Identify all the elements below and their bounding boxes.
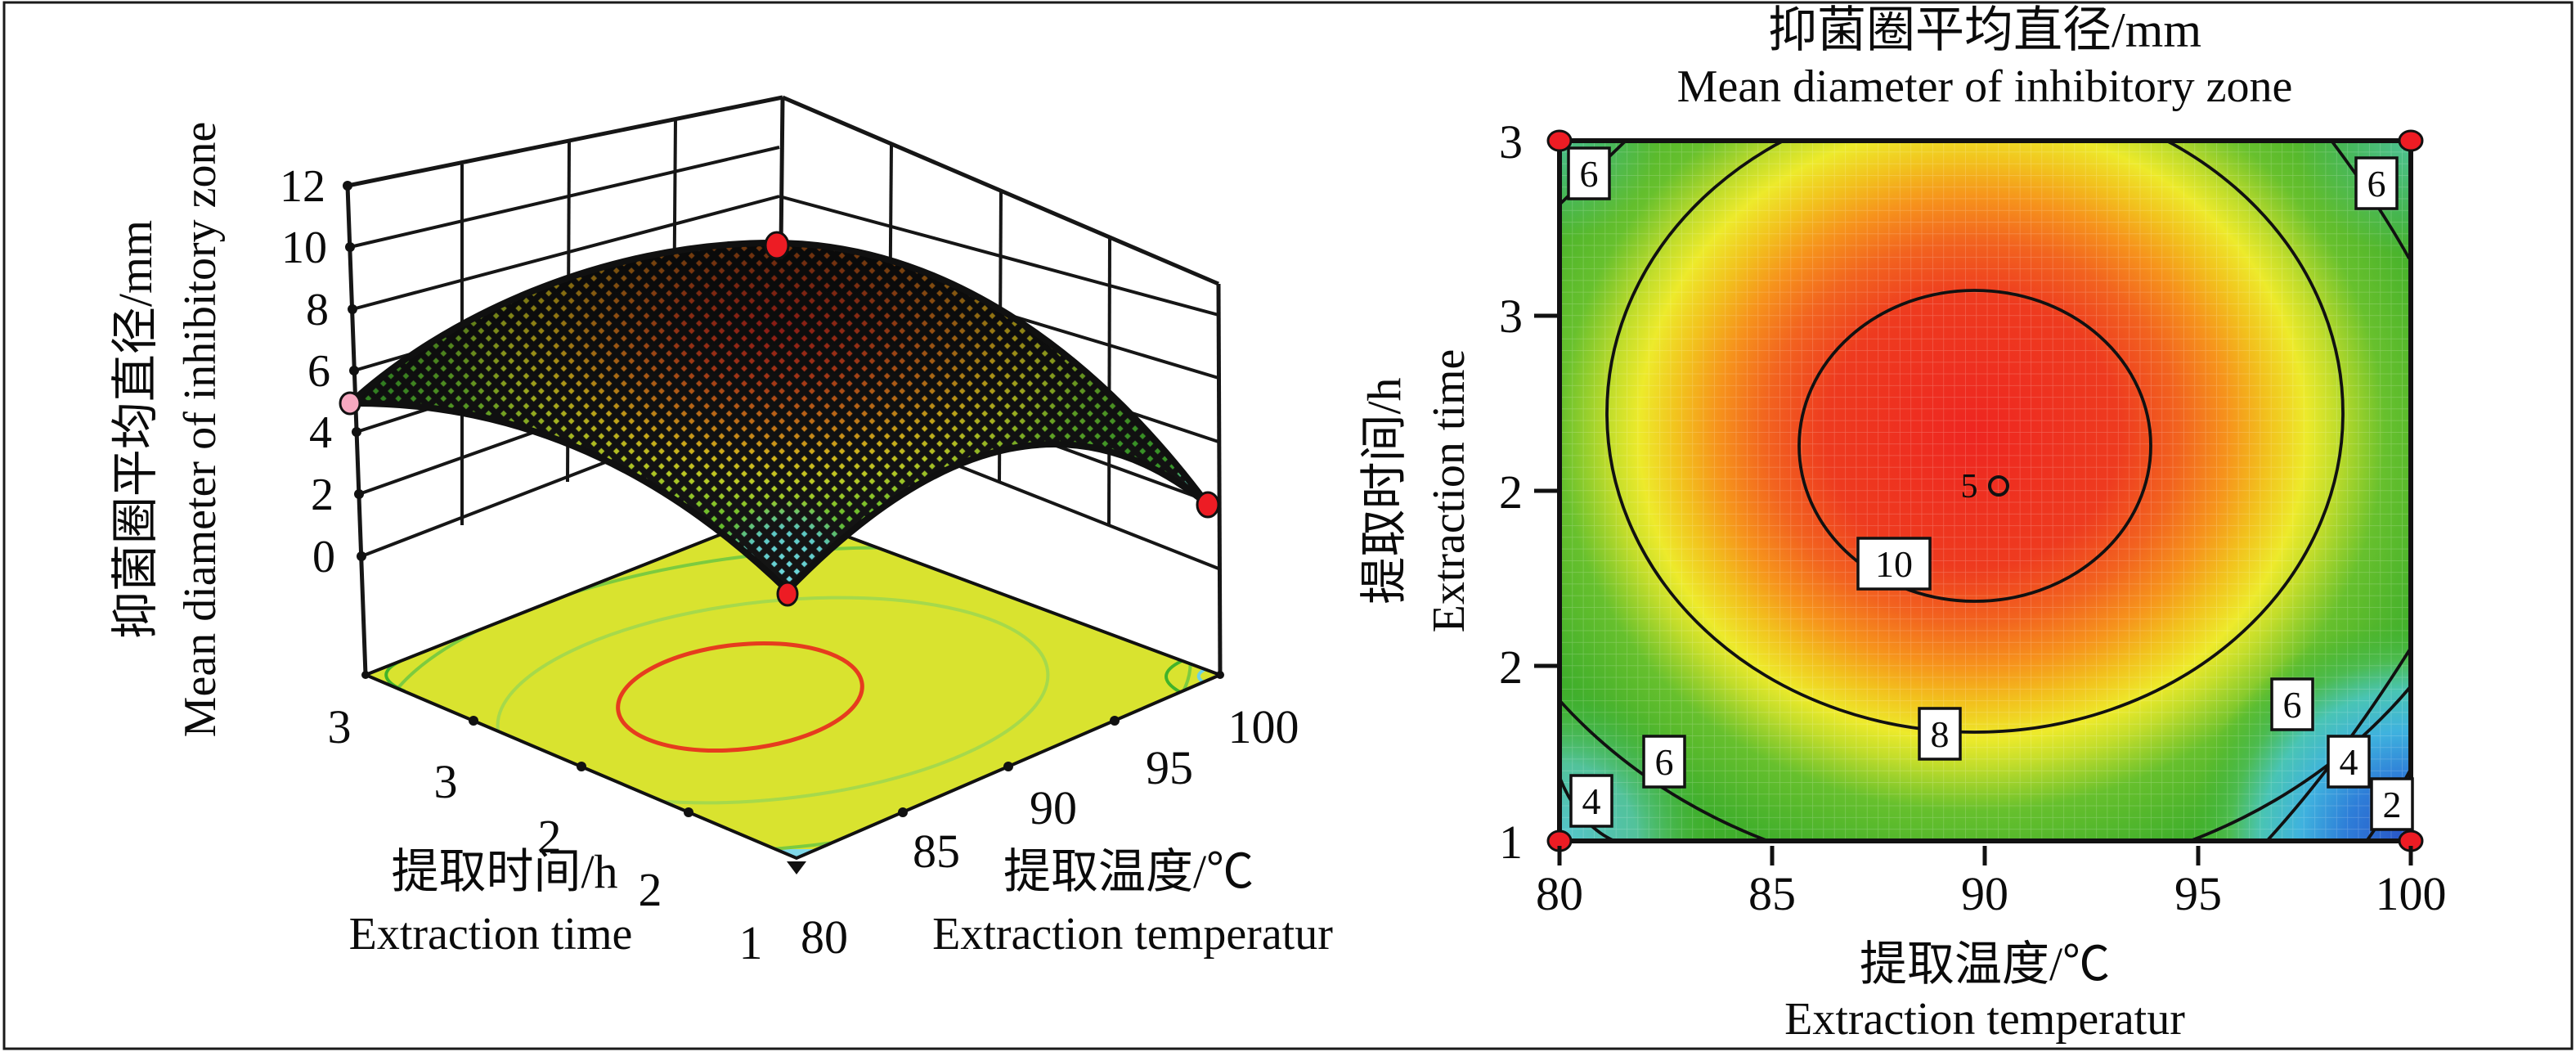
floor-front-tick <box>787 861 806 874</box>
contour-title-zh: 抑菌圈平均直径/mm <box>1768 3 2201 57</box>
z-tick: 10 <box>281 223 327 273</box>
z-tick: 12 <box>280 161 325 212</box>
floor-cyan-sliver <box>777 849 816 858</box>
time-tick: 3 <box>328 700 352 753</box>
contour-label: 6 <box>2367 163 2386 205</box>
z-tick: 8 <box>306 285 329 335</box>
center-point-circle-icon <box>1988 475 2009 497</box>
time-axis-title-zh: 提取时间/h <box>391 845 617 898</box>
contour-x-ticks: 80 85 90 95 100 <box>1536 867 2447 920</box>
time-tick: 2 <box>639 863 662 916</box>
z-tick: 0 <box>312 532 335 582</box>
contour-x-title-en: Extraction temperatur <box>1784 994 2185 1045</box>
time-tick-labels: 3 3 2 2 1 <box>328 700 763 969</box>
design-point-peak <box>764 231 790 260</box>
temp-tick: 80 <box>801 910 848 964</box>
x-tick: 85 <box>1748 867 1796 920</box>
contour-field <box>1560 141 2411 841</box>
floor-contour-10 <box>616 641 864 753</box>
y-tick: 1 <box>1499 816 1523 869</box>
y-tick: 3 <box>1499 290 1523 343</box>
contour-line-8 <box>1605 141 2345 734</box>
contour-labels: 6 6 10 8 6 4 6 4 2 <box>1567 146 2414 831</box>
contour-label: 4 <box>2340 741 2358 783</box>
temp-axis-title-zh: 提取温度/℃ <box>1003 845 1254 898</box>
floor-axis-dots <box>361 671 1224 874</box>
time-tick: 1 <box>739 916 763 969</box>
z-tick: 2 <box>311 470 334 520</box>
design-point-front-corner <box>776 581 799 607</box>
contour-label: 4 <box>1582 780 1601 822</box>
design-point-right-corner <box>1196 491 1220 519</box>
z-tick: 4 <box>309 407 332 458</box>
y-tick: 2 <box>1499 465 1523 519</box>
contour-label: 6 <box>2283 684 2302 726</box>
contour-label: 8 <box>1931 713 1950 755</box>
y-tick: 2 <box>1499 641 1523 694</box>
temp-tick: 90 <box>1030 781 1077 834</box>
contour-title-en: Mean diameter of inhibitory zone <box>1677 61 2293 112</box>
x-tick: 95 <box>2174 867 2222 920</box>
contour-y-title-en: Extraction time <box>1424 349 1474 633</box>
temp-tick: 85 <box>913 825 960 878</box>
contour-plot: 抑菌圈平均直径/mm Mean diameter of inhibitory z… <box>1358 3 2447 1045</box>
contour-label: 6 <box>1655 741 1674 783</box>
x-tick: 80 <box>1536 867 1583 920</box>
design-point-left-corner-pink <box>339 391 361 416</box>
temp-tick: 95 <box>1146 741 1193 794</box>
y-tick: 3 <box>1499 115 1523 169</box>
contour-y-ticks: 3 3 2 2 1 <box>1499 115 1523 869</box>
design-point-100-3 <box>2398 129 2424 152</box>
x-tick: 90 <box>1961 867 2008 920</box>
temp-tick-labels: 80 85 90 95 100 <box>801 700 1299 964</box>
center-point-count: 5 <box>1961 468 1978 506</box>
time-tick: 2 <box>538 810 562 863</box>
z-tick-labels: 12 10 8 6 4 2 0 <box>280 161 335 582</box>
z-axis-title-en: Mean diameter of inhibitory zone <box>175 122 226 738</box>
contour-lines <box>1560 141 2411 841</box>
x-tick: 100 <box>2376 867 2447 920</box>
floor-contour-8 <box>496 596 1050 805</box>
contour-line-10 <box>1797 289 2152 603</box>
floor-contour-4-right <box>1165 659 1183 694</box>
z-axis-title-zh: 抑菌圈平均直径/mm <box>109 220 162 639</box>
design-points-3d <box>339 231 1220 607</box>
contour-frame <box>1557 138 2413 843</box>
temp-axis-title-en: Extraction temperatur <box>932 909 1333 960</box>
z-axis-ticks <box>343 181 366 561</box>
contour-x-title-zh: 提取温度/℃ <box>1860 937 2110 991</box>
center-point-marker: 5 <box>1961 468 2009 506</box>
time-tick: 3 <box>434 755 458 808</box>
contour-grid <box>1560 141 2411 841</box>
contour-label: 10 <box>1875 543 1913 585</box>
design-point-80-3 <box>1546 129 1573 152</box>
contour-label: 2 <box>2383 784 2402 825</box>
temp-tick: 100 <box>1228 700 1299 753</box>
surface3d-plot: 12 10 8 6 4 2 0 抑菌圈平均直径/mm Mean diameter… <box>109 95 1333 969</box>
time-axis-title-en: Extraction time <box>349 909 633 960</box>
contour-label: 6 <box>1580 153 1599 195</box>
contour-y-title-zh: 提取时间/h <box>1358 377 1411 604</box>
contour-axis-ticks <box>1534 313 2413 865</box>
z-tick: 6 <box>307 346 330 397</box>
